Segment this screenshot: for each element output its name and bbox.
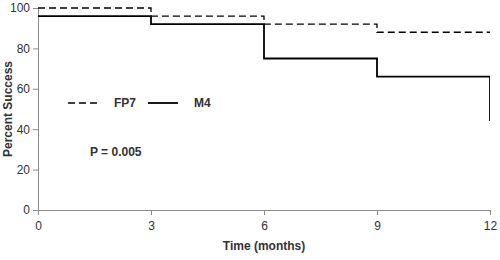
x-tick-label: 0 — [35, 219, 42, 233]
legend-label: FP7 — [114, 96, 136, 110]
y-tick-label: 80 — [17, 42, 31, 56]
x-tick-mark — [151, 210, 152, 215]
y-tick-mark — [33, 89, 38, 90]
y-tick-label: 100 — [10, 1, 30, 15]
x-tick-label: 3 — [148, 219, 155, 233]
annotation: P = 0.005 — [90, 145, 142, 159]
x-tick: 6 — [261, 210, 268, 233]
legend-label: M4 — [194, 96, 211, 110]
y-tick-mark — [33, 129, 38, 130]
y-tick-mark — [33, 48, 38, 49]
axis-line — [33, 9, 39, 211]
x-tick-label: 6 — [261, 219, 268, 233]
y-tick-mark — [33, 210, 38, 211]
series-line — [38, 16, 490, 121]
x-tick-label: 12 — [484, 219, 498, 233]
x-tick: 3 — [148, 210, 155, 233]
y-tick-label: 60 — [17, 82, 31, 96]
chart: 0 3 6 9 12 0 20 40 60 80 100 FP7 M4 P = 0.005 Time (mo… — [0, 0, 500, 260]
legend-item: M4 — [148, 96, 211, 110]
y-tick: 40 — [17, 123, 38, 137]
x-axis-title: Time (months) — [223, 239, 305, 253]
y-tick: 100 — [10, 1, 38, 15]
y-tick-mark — [33, 170, 38, 171]
y-tick-label: 40 — [17, 123, 31, 137]
legend-item: FP7 — [68, 96, 136, 110]
y-tick: 20 — [17, 163, 38, 177]
y-tick-mark — [33, 8, 38, 9]
x-tick-label: 9 — [374, 219, 381, 233]
x-tick: 9 — [374, 210, 381, 233]
y-tick-label: 20 — [17, 163, 31, 177]
legend-swatch — [148, 102, 178, 104]
y-tick-label: 0 — [23, 203, 30, 217]
x-axis: 0 3 6 9 12 — [35, 210, 497, 233]
x-tick: 12 — [484, 210, 498, 233]
legend-swatch — [68, 102, 98, 103]
y-tick: 0 — [23, 203, 38, 217]
y-tick: 80 — [17, 42, 38, 56]
y-axis-title: Percent Success — [1, 61, 15, 157]
legend: FP7 M4 — [68, 96, 211, 110]
x-tick-mark — [377, 210, 378, 215]
x-tick-mark — [490, 210, 491, 215]
x-tick: 0 — [35, 210, 42, 233]
plot: 0 3 6 9 12 0 20 40 60 80 100 FP7 M4 P = 0.005 — [10, 1, 498, 233]
y-tick: 60 — [17, 82, 38, 96]
series-group — [38, 8, 490, 121]
x-tick-mark — [264, 210, 265, 215]
axis-line — [39, 211, 491, 216]
